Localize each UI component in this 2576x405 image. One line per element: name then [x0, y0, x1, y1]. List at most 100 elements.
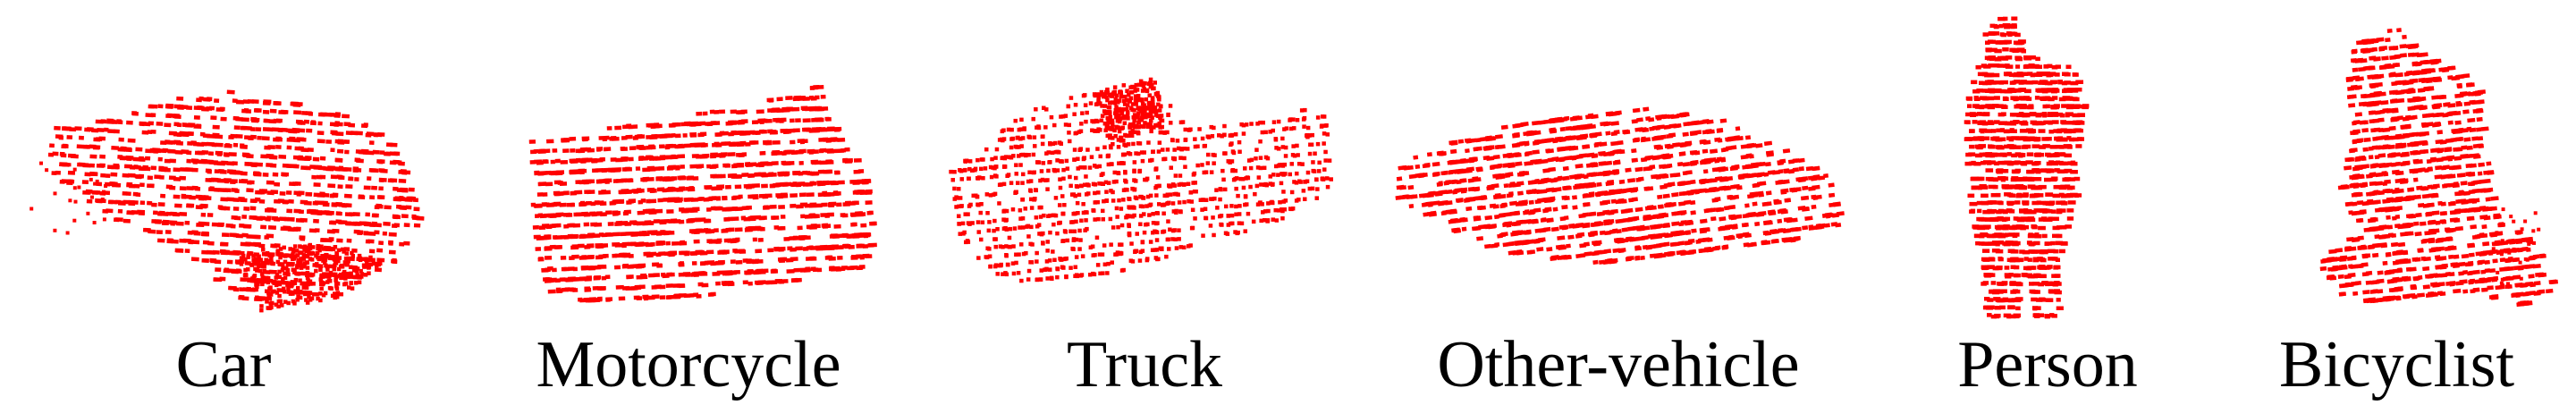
cloud-point [773, 183, 780, 188]
cloud-point [1308, 142, 1313, 147]
cloud-point [642, 167, 651, 173]
cloud-point [1149, 118, 1153, 123]
cloud-point [300, 217, 308, 223]
cloud-point [621, 135, 628, 140]
cloud-point [749, 162, 757, 167]
cloud-point [232, 115, 240, 121]
cloud-point [666, 209, 674, 214]
cloud-point [1132, 113, 1137, 117]
cloud-point [563, 190, 570, 196]
cloud-point [1117, 161, 1121, 165]
cloud-point [1095, 129, 1101, 133]
cloud-point [218, 168, 224, 173]
cloud-point [151, 148, 159, 153]
cloud-point [1307, 133, 1312, 138]
cloud-point [1248, 184, 1253, 190]
cloud-point [89, 177, 93, 181]
cloud-point [1098, 154, 1102, 159]
cloud-point [264, 257, 268, 262]
cloud-point [987, 220, 992, 224]
cloud-point [1197, 127, 1202, 131]
cloud-point [838, 180, 845, 185]
point-cloud-truck [949, 77, 1333, 283]
cloud-point [307, 251, 311, 256]
cloud-point [353, 281, 359, 285]
cloud-point [655, 240, 662, 245]
cloud-point [1495, 134, 1503, 139]
cloud-point [413, 223, 421, 228]
cloud-point [1244, 122, 1249, 127]
cloud-point [239, 287, 244, 291]
cloud-point [138, 173, 145, 179]
cloud-point [809, 171, 815, 176]
cloud-point [301, 265, 306, 269]
cloud-point [300, 165, 308, 171]
cloud-point [1048, 142, 1052, 147]
cloud-point [761, 215, 767, 220]
cloud-point [309, 250, 314, 256]
cloud-point [780, 215, 786, 219]
cloud-point [1104, 190, 1109, 194]
cloud-point [1078, 238, 1083, 242]
cloud-point [1329, 177, 1333, 181]
cloud-point [235, 170, 243, 175]
cloud-point [360, 123, 368, 129]
cloud-point [1135, 232, 1139, 236]
cloud-point [1153, 248, 1157, 252]
cloud-point [1280, 172, 1285, 176]
cloud-point [1094, 235, 1100, 240]
cloud-point [624, 166, 632, 172]
cloud-point [296, 101, 303, 106]
cloud-point [207, 151, 214, 156]
cloud-point [1161, 229, 1167, 234]
cloud-point [363, 231, 370, 236]
cloud-point [385, 142, 393, 148]
cloud-point [1188, 243, 1193, 248]
cloud-point [1268, 174, 1272, 179]
cloud-point [296, 264, 301, 268]
cloud-point [89, 163, 95, 168]
cloud-point [1759, 181, 1767, 186]
cloud-point [144, 156, 151, 161]
cloud-point [636, 221, 642, 226]
cloud-point [1098, 101, 1102, 105]
cloud-point [1100, 104, 1104, 108]
cloud-point [269, 163, 277, 168]
cloud-point [408, 187, 415, 192]
cloud-point [320, 210, 326, 215]
cloud-point [1662, 114, 1670, 120]
cloud-point [574, 190, 583, 195]
cloud-point [278, 299, 283, 304]
cloud-point [710, 173, 717, 179]
cloud-point [1035, 259, 1039, 264]
cloud-point [294, 227, 301, 232]
cloud-point [1183, 127, 1187, 132]
cloud-point [1042, 213, 1046, 218]
cloud-point [255, 190, 263, 195]
cloud-point [746, 258, 755, 264]
cloud-point [1107, 120, 1111, 125]
cloud-point [751, 120, 759, 125]
cloud-point [792, 170, 798, 175]
cloud-point [1125, 113, 1130, 117]
cloud-point [1320, 123, 1324, 128]
cloud-point [810, 246, 815, 250]
cloud-point [1093, 190, 1097, 196]
cloud-point [654, 208, 663, 214]
cloud-point [1274, 164, 1279, 169]
cloud-point [1251, 219, 1256, 224]
cloud-point [1119, 135, 1124, 140]
cloud-point [393, 151, 401, 156]
cloud-point [1155, 122, 1161, 127]
cloud-point [1077, 228, 1082, 233]
cloud-point [1153, 256, 1159, 260]
cloud-point [698, 271, 706, 276]
cloud-point [96, 164, 105, 168]
cloud-point [252, 234, 261, 240]
cloud-point [307, 294, 311, 299]
cloud-point [785, 96, 793, 100]
cloud-point [388, 249, 396, 255]
cloud-point [1168, 227, 1172, 232]
cloud-point [346, 259, 351, 264]
cloud-point [1234, 212, 1238, 216]
